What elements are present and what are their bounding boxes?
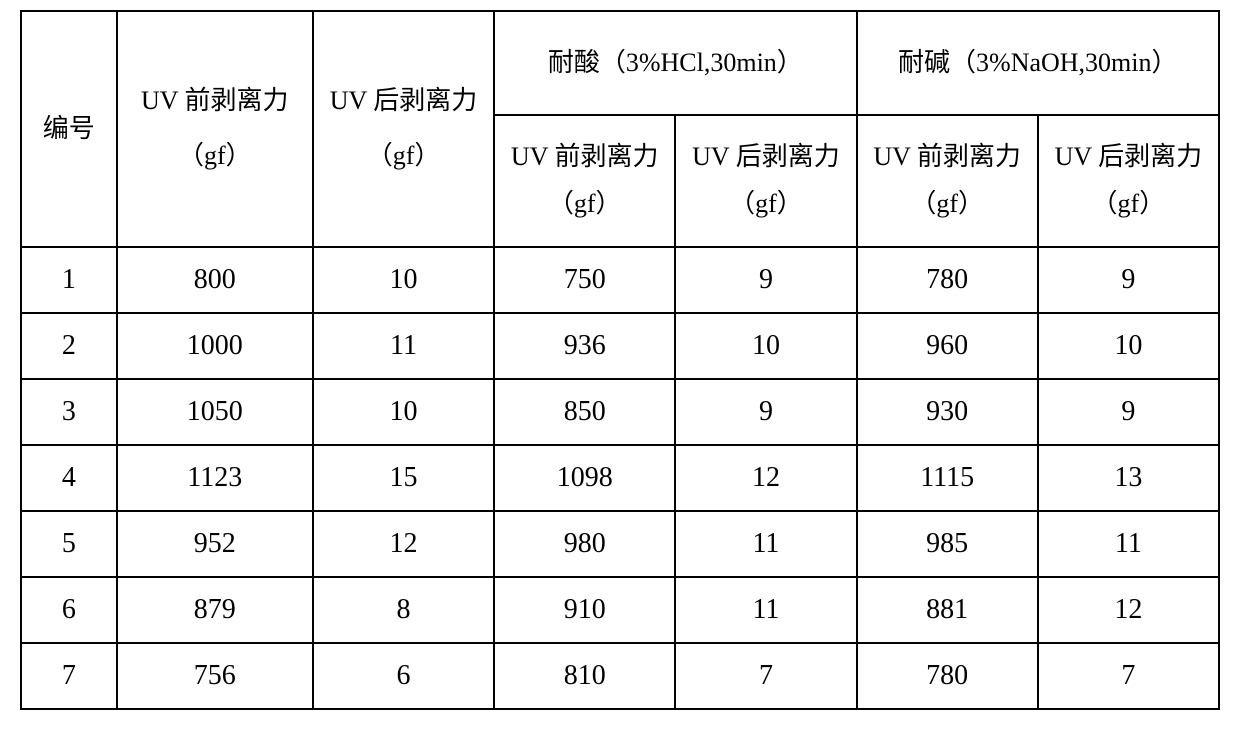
cell-alkali_after: 9	[1038, 247, 1219, 313]
table-row: 21000119361096010	[21, 313, 1219, 379]
cell-alkali_after: 13	[1038, 445, 1219, 511]
col-header-acid-before: UV 前剥离力（gf）	[494, 115, 675, 247]
table-row: 310501085099309	[21, 379, 1219, 445]
cell-id: 4	[21, 445, 117, 511]
table-row: 687989101188112	[21, 577, 1219, 643]
col-header-uv-before: UV 前剥离力（gf）	[117, 11, 313, 247]
col-header-uv-after: UV 后剥离力（gf）	[313, 11, 494, 247]
cell-acid_before: 810	[494, 643, 675, 709]
table-row: 7756681077807	[21, 643, 1219, 709]
cell-alkali_after: 9	[1038, 379, 1219, 445]
cell-alkali_before: 780	[857, 247, 1038, 313]
cell-acid_after: 10	[675, 313, 856, 379]
cell-uv_after: 10	[313, 379, 494, 445]
cell-alkali_before: 780	[857, 643, 1038, 709]
table-body: 1800107509780921000119361096010310501085…	[21, 247, 1219, 709]
cell-uv_before: 1000	[117, 313, 313, 379]
col-group-acid: 耐酸（3%HCl,30min）	[494, 11, 856, 115]
cell-acid_before: 980	[494, 511, 675, 577]
cell-acid_after: 11	[675, 577, 856, 643]
table-header: 编号 UV 前剥离力（gf） UV 后剥离力（gf） 耐酸（3%HCl,30mi…	[21, 11, 1219, 247]
col-header-acid-after: UV 后剥离力（gf）	[675, 115, 856, 247]
data-table: 编号 UV 前剥离力（gf） UV 后剥离力（gf） 耐酸（3%HCl,30mi…	[20, 10, 1220, 710]
cell-uv_after: 11	[313, 313, 494, 379]
cell-uv_after: 15	[313, 445, 494, 511]
table-container: 编号 UV 前剥离力（gf） UV 后剥离力（gf） 耐酸（3%HCl,30mi…	[0, 0, 1240, 733]
cell-id: 6	[21, 577, 117, 643]
cell-acid_after: 9	[675, 247, 856, 313]
cell-acid_before: 750	[494, 247, 675, 313]
cell-acid_after: 7	[675, 643, 856, 709]
cell-uv_before: 879	[117, 577, 313, 643]
table-row: 18001075097809	[21, 247, 1219, 313]
cell-uv_before: 800	[117, 247, 313, 313]
cell-acid_before: 936	[494, 313, 675, 379]
cell-acid_after: 11	[675, 511, 856, 577]
cell-acid_before: 1098	[494, 445, 675, 511]
cell-alkali_after: 11	[1038, 511, 1219, 577]
cell-id: 2	[21, 313, 117, 379]
col-header-id: 编号	[21, 11, 117, 247]
cell-id: 3	[21, 379, 117, 445]
cell-acid_before: 910	[494, 577, 675, 643]
cell-alkali_before: 960	[857, 313, 1038, 379]
cell-alkali_before: 985	[857, 511, 1038, 577]
table-row: 5952129801198511	[21, 511, 1219, 577]
cell-alkali_after: 7	[1038, 643, 1219, 709]
cell-uv_before: 1050	[117, 379, 313, 445]
col-header-alkali-before: UV 前剥离力（gf）	[857, 115, 1038, 247]
cell-uv_before: 756	[117, 643, 313, 709]
cell-acid_after: 9	[675, 379, 856, 445]
cell-alkali_after: 10	[1038, 313, 1219, 379]
cell-alkali_after: 12	[1038, 577, 1219, 643]
cell-alkali_before: 881	[857, 577, 1038, 643]
cell-uv_after: 6	[313, 643, 494, 709]
cell-id: 5	[21, 511, 117, 577]
cell-uv_after: 10	[313, 247, 494, 313]
cell-uv_after: 8	[313, 577, 494, 643]
cell-alkali_before: 930	[857, 379, 1038, 445]
cell-uv_before: 952	[117, 511, 313, 577]
cell-uv_before: 1123	[117, 445, 313, 511]
cell-acid_after: 12	[675, 445, 856, 511]
table-row: 4112315109812111513	[21, 445, 1219, 511]
cell-id: 7	[21, 643, 117, 709]
cell-id: 1	[21, 247, 117, 313]
cell-alkali_before: 1115	[857, 445, 1038, 511]
cell-acid_before: 850	[494, 379, 675, 445]
col-group-alkali: 耐碱（3%NaOH,30min）	[857, 11, 1219, 115]
cell-uv_after: 12	[313, 511, 494, 577]
col-header-alkali-after: UV 后剥离力（gf）	[1038, 115, 1219, 247]
